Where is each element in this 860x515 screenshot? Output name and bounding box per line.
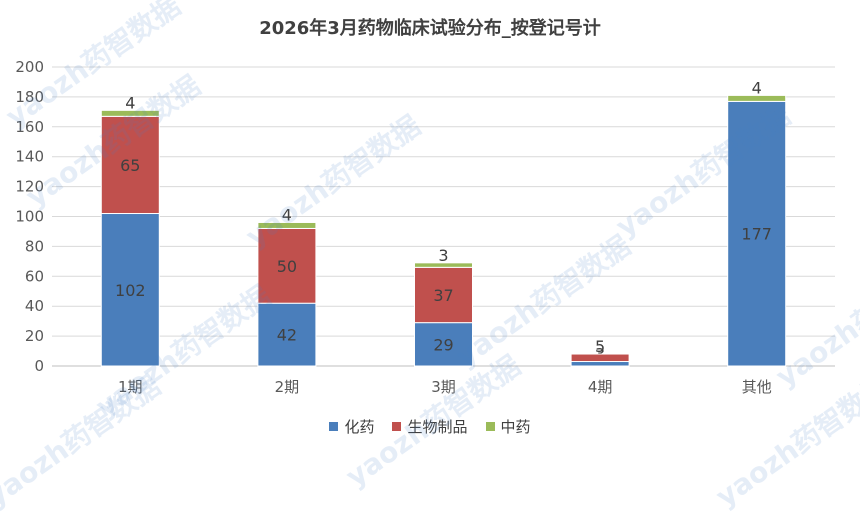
x-tick-label: 4期 (588, 378, 613, 396)
y-tick-label: 60 (25, 267, 44, 285)
bar-segment (100, 115, 160, 215)
data-label: 177 (741, 225, 772, 244)
bar-segment (570, 353, 630, 363)
bar-segment (414, 262, 473, 268)
chart-title: 2026年3月药物临床试验分布_按登记号计 (259, 18, 601, 39)
data-label: 29 (433, 335, 453, 354)
legend-swatch-zhongyao (485, 422, 495, 431)
x-tick-label: 2期 (275, 378, 300, 396)
legend-label-huayao: 化药 (344, 418, 375, 436)
data-label: 42 (277, 326, 297, 345)
data-label: 4 (752, 78, 762, 97)
legend-item-huayao: 化药 (329, 416, 374, 437)
data-label: 4 (125, 93, 135, 112)
data-label: 65 (120, 156, 140, 175)
x-tick-label: 其他 (742, 378, 772, 396)
y-tick-label: 160 (15, 118, 44, 136)
data-label: 102 (115, 281, 146, 300)
legend-swatch-huayao (329, 422, 339, 431)
data-label: 5 (595, 337, 605, 356)
bar-segment (727, 100, 787, 367)
data-label: 37 (433, 286, 453, 305)
y-tick-label: 180 (15, 88, 44, 106)
y-tick-label: 120 (15, 178, 44, 196)
y-tick-label: 200 (15, 58, 44, 76)
x-tick-label: 1期 (118, 378, 143, 396)
data-label: 4 (282, 205, 292, 224)
y-tick-label: 20 (25, 327, 44, 345)
bar-segment (257, 227, 317, 304)
bar-segment (727, 94, 787, 102)
bar-segment (100, 213, 160, 367)
bar-segment (257, 221, 317, 229)
y-tick-label: 80 (25, 237, 44, 255)
bar-segment (257, 302, 317, 367)
plot-area: 0 20 40 60 80 100 120 140 160 180 200 102 65 4 1期 42 50 4… (15, 58, 835, 396)
x-tick-label: 3期 (431, 378, 456, 396)
data-label: 50 (277, 257, 297, 276)
bar-segment (414, 322, 473, 367)
legend-swatch-shengwu (392, 422, 402, 431)
legend-item-zhongyao: 中药 (485, 416, 531, 437)
legend-label-zhongyao: 中药 (500, 418, 531, 436)
y-tick-label: 0 (34, 357, 44, 375)
legend-label-shengwu: 生物制品 (407, 418, 468, 436)
legend: 化药 生物制品 中药 (0, 416, 860, 437)
data-label: 3 (438, 246, 448, 265)
bar-segment (414, 266, 473, 324)
legend-item-shengwu: 生物制品 (392, 416, 468, 437)
y-tick-label: 40 (25, 297, 44, 315)
y-tick-label: 100 (15, 208, 44, 226)
y-tick-label: 140 (15, 148, 44, 166)
bar-segment (100, 109, 160, 117)
